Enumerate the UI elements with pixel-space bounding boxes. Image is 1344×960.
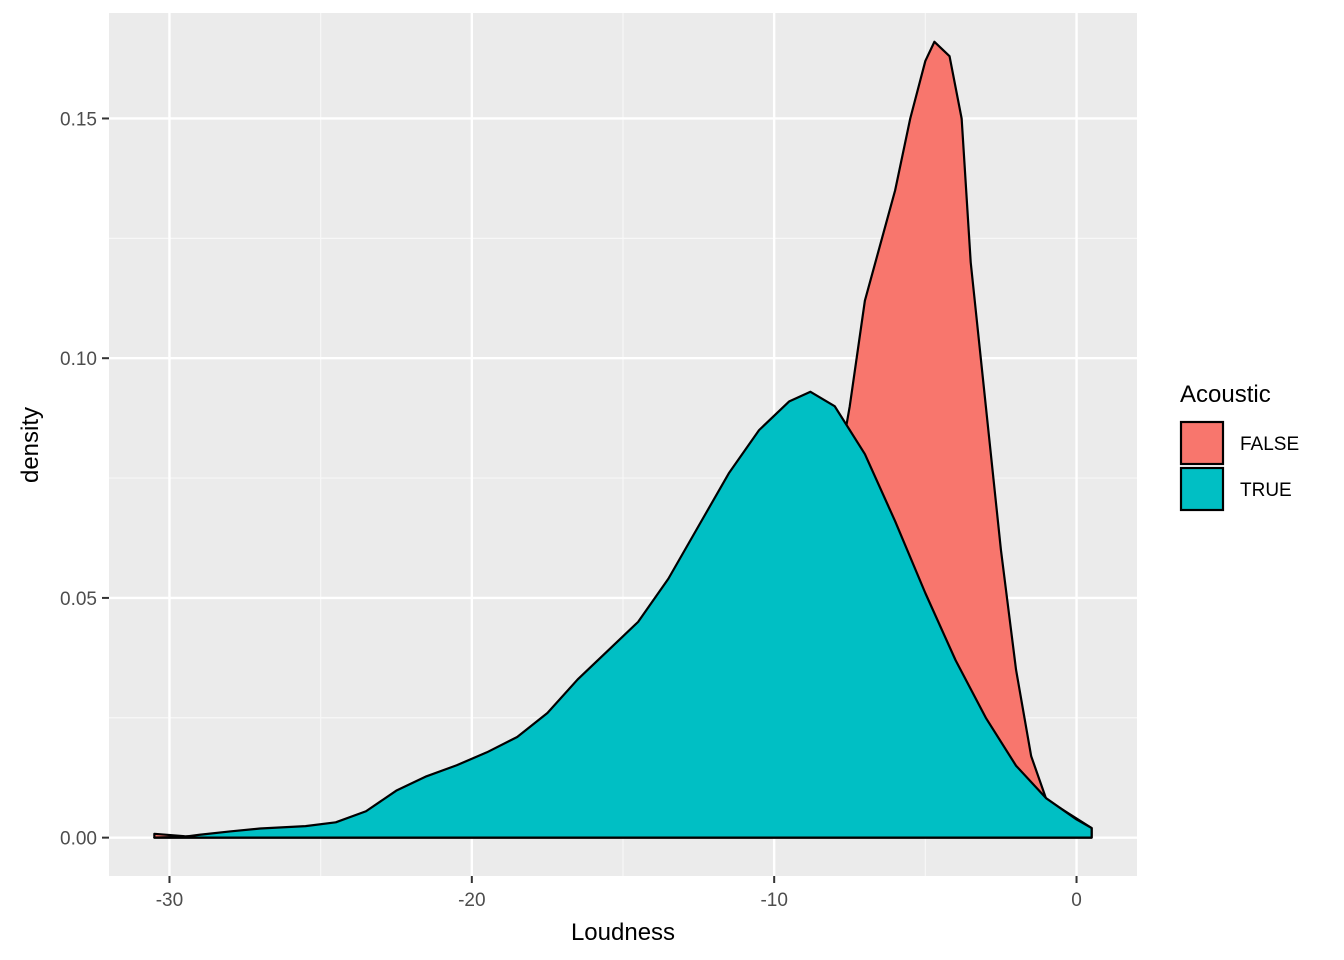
legend-key-true: [1179, 466, 1225, 512]
legend-label-false: FALSE: [1240, 434, 1299, 455]
y-axis-title: density: [17, 407, 44, 483]
x-axis-title: Loudness: [571, 919, 675, 946]
y-tick-label: 0.15: [60, 109, 97, 130]
legend-label-true: TRUE: [1240, 480, 1292, 501]
x-tick-label: -30: [156, 890, 183, 911]
density-areas: [153, 40, 1093, 839]
x-axis-tick-labels: -30 -20 -10 0: [156, 890, 1082, 911]
y-axis-tick-labels: 0.00 0.05 0.10 0.15: [60, 109, 97, 849]
y-tick-label: 0.00: [60, 829, 97, 850]
x-tick-label: 0: [1071, 890, 1082, 911]
legend-title: Acoustic: [1180, 381, 1271, 408]
x-tick-label: -20: [458, 890, 485, 911]
y-tick-label: 0.10: [60, 349, 97, 370]
legend-key-false: [1179, 420, 1225, 466]
y-tick-label: 0.05: [60, 589, 97, 610]
legend: Acoustic FALSE TRUE: [1179, 381, 1299, 512]
x-tick-label: -10: [760, 890, 787, 911]
axis-ticks: [102, 117, 1078, 883]
legend-entries: FALSE TRUE: [1179, 420, 1299, 512]
density-area-true: [153, 390, 1093, 839]
